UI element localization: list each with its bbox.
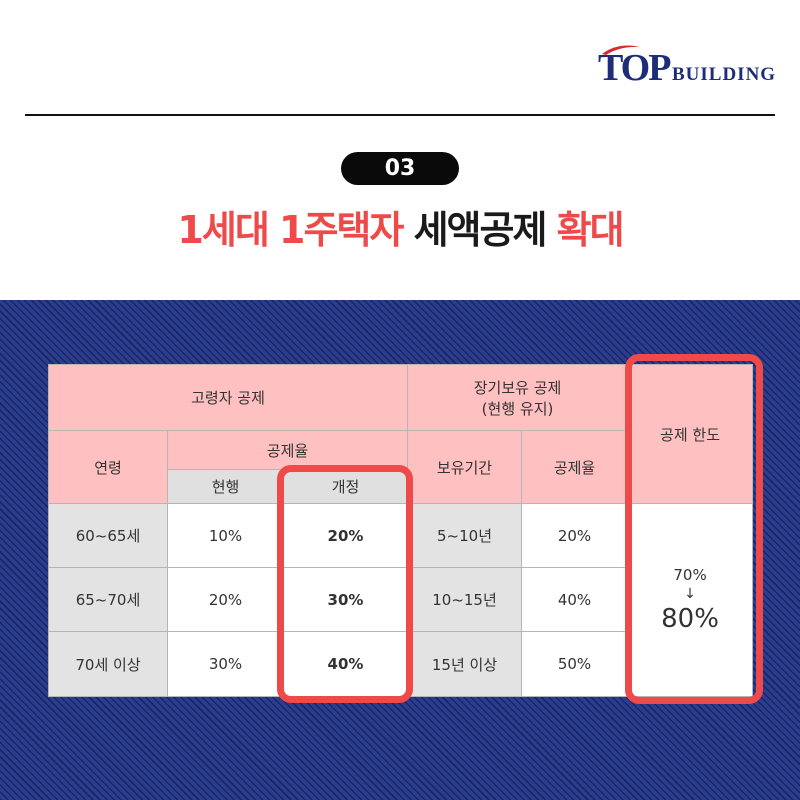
- table-row: 65~70세 20% 30% 10~15년 40%: [48, 567, 753, 632]
- title-part-3: 확대: [556, 208, 625, 252]
- down-arrow-icon: ↓: [684, 586, 696, 602]
- page-title: 1세대 1주택자 세액공제 확대: [0, 200, 800, 260]
- logo-top-text: TOP: [598, 47, 671, 89]
- header-holding-period: 보유기간: [407, 430, 523, 504]
- tax-deduction-table: 고령자 공제 장기보유 공제 (현행 유지) 공제 한도 연령 공제율 보유기간…: [47, 364, 754, 697]
- current-rate-cell: 30%: [167, 631, 284, 697]
- top-building-logo: TOP BUILDING: [598, 44, 778, 90]
- age-cell: 70세 이상: [48, 631, 168, 697]
- header-longterm-line2: (현행 유지): [481, 399, 554, 418]
- header-longterm-deduction: 장기보유 공제 (현행 유지): [407, 364, 629, 431]
- holding-period-cell: 10~15년: [407, 567, 523, 632]
- limit-to-value: 80%: [661, 604, 719, 634]
- revised-rate-cell: 20%: [282, 503, 409, 568]
- title-part-2: 세액공제: [413, 208, 557, 252]
- header-elderly-deduction: 고령자 공제: [47, 364, 409, 431]
- header-divider: [25, 114, 775, 116]
- table-row: 70세 이상 30% 40% 15년 이상 50%: [48, 631, 753, 697]
- longterm-rate-cell: 40%: [521, 567, 629, 632]
- title-part-1: 1세대 1주택자: [177, 208, 414, 252]
- header-revised: 개정: [282, 469, 409, 504]
- limit-from-value: 70%: [673, 566, 707, 584]
- header-age: 연령: [48, 430, 168, 504]
- logo-building-text: BUILDING: [672, 64, 777, 85]
- age-cell: 65~70세: [48, 567, 168, 632]
- header-longterm-line1: 장기보유 공제: [473, 378, 562, 397]
- revised-rate-cell: 30%: [282, 567, 409, 632]
- longterm-rate-cell: 50%: [521, 631, 629, 697]
- current-rate-cell: 10%: [167, 503, 284, 568]
- holding-period-cell: 5~10년: [407, 503, 523, 568]
- holding-period-cell: 15년 이상: [407, 631, 523, 697]
- logo-swoosh-icon: [602, 45, 640, 55]
- table-row: 60~65세 10% 20% 5~10년 20% 70% ↓ 80%: [48, 503, 754, 697]
- header-current: 현행: [167, 469, 284, 504]
- revised-rate-cell: 40%: [282, 631, 409, 697]
- section-number-badge: 03: [341, 152, 459, 185]
- age-cell: 60~65세: [48, 503, 168, 568]
- deduction-limit-cell: 70% ↓ 80%: [627, 503, 754, 697]
- longterm-rate-cell: 20%: [521, 503, 629, 568]
- header-deduction-limit: 공제 한도: [627, 364, 754, 504]
- header-rate: 공제율: [166, 430, 409, 470]
- current-rate-cell: 20%: [167, 567, 284, 632]
- header-rate-longterm: 공제율: [521, 430, 629, 504]
